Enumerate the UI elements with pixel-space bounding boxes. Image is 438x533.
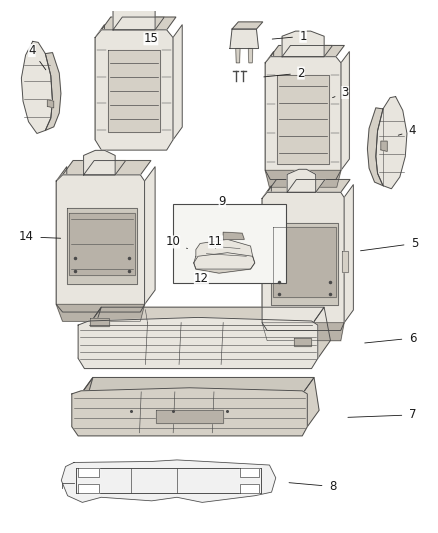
Polygon shape <box>88 307 324 325</box>
Text: 8: 8 <box>289 480 336 493</box>
Polygon shape <box>81 377 314 394</box>
Polygon shape <box>344 184 353 323</box>
Polygon shape <box>113 17 164 30</box>
Polygon shape <box>232 22 263 29</box>
Polygon shape <box>302 377 319 426</box>
Polygon shape <box>248 49 253 63</box>
Polygon shape <box>46 53 61 131</box>
Text: 4: 4 <box>28 44 46 70</box>
Polygon shape <box>270 45 344 56</box>
Polygon shape <box>56 175 145 312</box>
Text: 14: 14 <box>19 230 60 244</box>
Polygon shape <box>194 239 255 269</box>
Polygon shape <box>95 25 104 140</box>
Text: 15: 15 <box>143 33 158 45</box>
Text: 12: 12 <box>194 272 209 285</box>
Text: 11: 11 <box>208 236 223 248</box>
Polygon shape <box>72 388 307 436</box>
Polygon shape <box>56 167 67 304</box>
Polygon shape <box>240 467 259 477</box>
Text: 5: 5 <box>360 237 418 251</box>
Polygon shape <box>78 467 99 477</box>
Text: 1: 1 <box>272 30 307 43</box>
Polygon shape <box>367 108 383 185</box>
Polygon shape <box>262 185 272 323</box>
Polygon shape <box>69 213 135 274</box>
Polygon shape <box>102 17 176 30</box>
Polygon shape <box>61 460 276 503</box>
Polygon shape <box>173 25 182 140</box>
Text: 10: 10 <box>165 236 187 248</box>
Polygon shape <box>78 307 101 358</box>
Polygon shape <box>145 167 155 304</box>
Polygon shape <box>287 169 316 192</box>
Polygon shape <box>342 251 348 272</box>
Polygon shape <box>63 160 151 175</box>
Polygon shape <box>240 484 259 493</box>
Polygon shape <box>95 30 173 150</box>
Polygon shape <box>262 323 344 341</box>
Polygon shape <box>84 160 126 175</box>
Polygon shape <box>90 318 109 326</box>
Polygon shape <box>223 232 244 239</box>
Polygon shape <box>282 45 332 56</box>
Polygon shape <box>156 410 223 423</box>
Polygon shape <box>265 56 341 180</box>
Text: 6: 6 <box>365 332 416 345</box>
Polygon shape <box>21 42 53 133</box>
Polygon shape <box>113 2 155 30</box>
FancyBboxPatch shape <box>173 204 286 283</box>
Text: 3: 3 <box>332 86 349 99</box>
Polygon shape <box>67 208 137 284</box>
Polygon shape <box>72 377 93 426</box>
Polygon shape <box>84 150 115 175</box>
Polygon shape <box>294 337 311 346</box>
Polygon shape <box>376 96 407 189</box>
Polygon shape <box>265 171 341 187</box>
Polygon shape <box>282 31 324 56</box>
Text: 7: 7 <box>348 408 416 422</box>
Polygon shape <box>341 52 350 171</box>
Polygon shape <box>230 29 258 49</box>
Polygon shape <box>262 192 344 330</box>
Polygon shape <box>47 100 54 108</box>
Polygon shape <box>56 304 145 321</box>
Polygon shape <box>381 141 387 151</box>
Polygon shape <box>272 223 338 305</box>
Polygon shape <box>273 227 336 297</box>
Polygon shape <box>78 318 318 369</box>
Text: 2: 2 <box>264 67 305 79</box>
Polygon shape <box>287 180 325 192</box>
Text: 4: 4 <box>398 124 416 138</box>
Polygon shape <box>311 307 330 358</box>
Polygon shape <box>236 49 240 63</box>
Polygon shape <box>265 52 274 171</box>
Polygon shape <box>194 253 255 273</box>
Polygon shape <box>108 50 160 132</box>
Polygon shape <box>78 484 99 493</box>
Polygon shape <box>277 75 329 164</box>
Polygon shape <box>267 180 350 192</box>
Text: 9: 9 <box>219 195 226 207</box>
